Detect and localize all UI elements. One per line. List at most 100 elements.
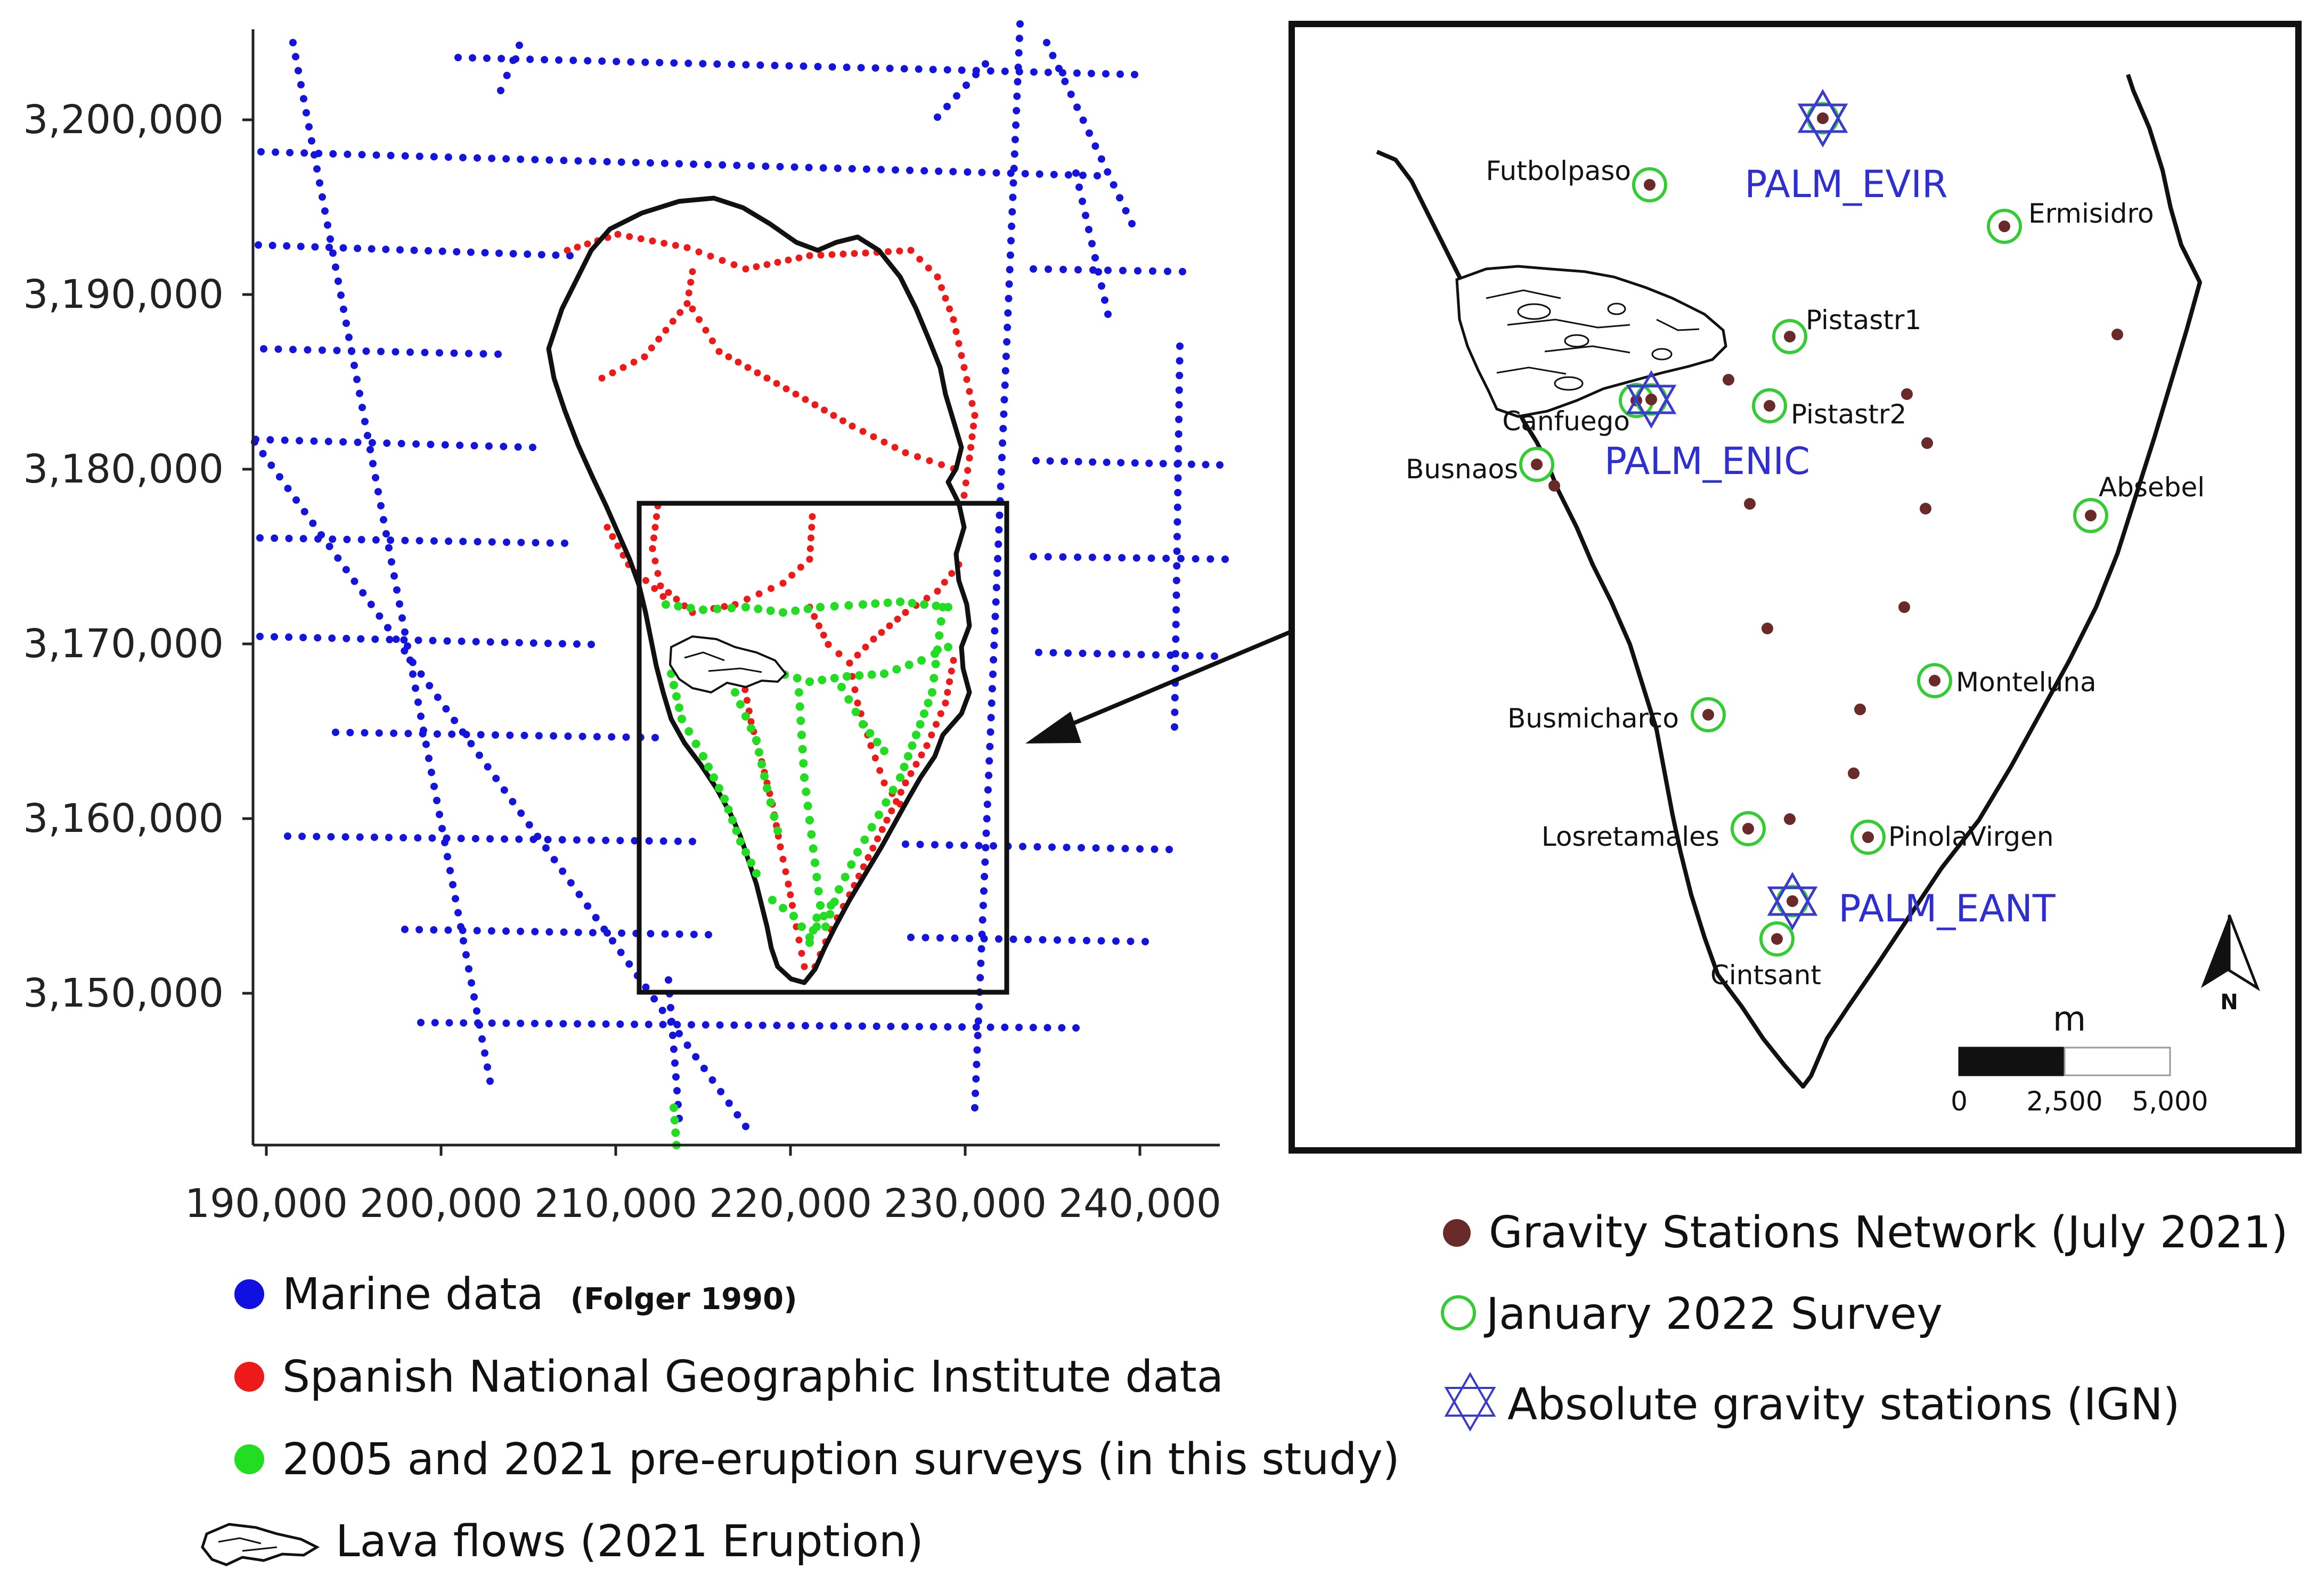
track-dot	[297, 81, 305, 89]
track-dot	[645, 837, 653, 845]
track-dot	[1049, 52, 1057, 60]
track-dot	[945, 841, 953, 849]
january-survey-sites	[1519, 167, 2108, 957]
track-dot	[960, 364, 968, 371]
track-dot	[933, 645, 942, 654]
track-dot	[788, 571, 796, 579]
track-dot	[716, 1021, 724, 1029]
track-dot	[719, 257, 726, 264]
track-dot	[358, 151, 366, 159]
track-dot	[353, 375, 361, 383]
track-dot	[872, 738, 882, 747]
track-dot	[465, 349, 472, 357]
track-dot	[542, 844, 550, 852]
track-dot	[574, 928, 582, 936]
track-dot	[1172, 577, 1180, 584]
track-dot	[1079, 649, 1087, 657]
track-dot	[687, 279, 695, 286]
track-dot	[968, 433, 976, 440]
track-dot	[1032, 457, 1040, 464]
track-dot	[871, 64, 879, 72]
track-dot	[458, 638, 466, 645]
zoom-extent-box	[637, 501, 1009, 995]
x-tick-label: 210,000	[534, 1181, 697, 1227]
track-dot	[795, 702, 804, 711]
track-dot	[651, 524, 659, 531]
track-dot	[844, 695, 853, 704]
track-dot	[812, 922, 821, 931]
track-dot	[805, 816, 814, 824]
track-dot	[877, 166, 885, 174]
track-dot	[820, 632, 827, 639]
track-dot	[1116, 194, 1124, 202]
track-dot	[569, 56, 577, 64]
y-tick-label: 3,170,000	[23, 621, 224, 667]
track-dot	[960, 492, 968, 499]
track-dot	[1171, 650, 1179, 658]
track-dot	[479, 350, 487, 358]
track-dot	[1177, 554, 1185, 562]
track-dot	[1116, 70, 1124, 78]
track-dot	[1174, 460, 1182, 467]
track-dot	[514, 443, 522, 451]
track-dot	[812, 872, 821, 881]
legend-item-gravity-network: Gravity Stations Network (July 2021)	[1443, 1207, 2288, 1258]
track-dot	[985, 771, 993, 779]
track-dot	[988, 699, 996, 707]
track-dot	[256, 633, 264, 640]
track-dot	[665, 976, 672, 984]
y-axis-ticks	[242, 118, 253, 995]
track-dot	[754, 604, 763, 614]
track-dot	[1044, 68, 1052, 76]
track-dot	[974, 1032, 982, 1040]
track-dot	[995, 526, 1003, 534]
track-dot	[955, 340, 963, 347]
track-dot	[559, 867, 567, 875]
track-dot	[705, 931, 712, 938]
track-dot	[310, 437, 318, 445]
track-dot	[920, 167, 928, 175]
track-dot	[632, 159, 640, 167]
track-dot	[793, 674, 802, 683]
track-dot	[472, 638, 480, 645]
track-dot	[341, 833, 349, 841]
track-dot	[550, 856, 558, 864]
track-dot	[979, 902, 987, 910]
track-dot	[1175, 386, 1183, 394]
track-dot	[486, 835, 494, 843]
track-dot	[720, 795, 729, 803]
track-dot	[814, 887, 823, 896]
track-dot	[404, 730, 412, 738]
track-dot	[1088, 240, 1096, 248]
track-dot	[741, 712, 750, 721]
track-dot	[267, 461, 275, 469]
track-dot	[1145, 459, 1153, 467]
track-dot	[502, 927, 510, 935]
track-dot	[747, 859, 755, 867]
track-dot	[546, 539, 554, 547]
track-dot	[430, 782, 438, 790]
track-dot	[1147, 554, 1155, 562]
x-tick-label: 190,000	[185, 1181, 348, 1227]
track-dot	[763, 261, 771, 268]
track-dot	[683, 244, 691, 251]
track-dot	[659, 593, 667, 600]
track-dot	[325, 543, 333, 550]
track-dot	[972, 1023, 980, 1031]
track-dot	[1127, 937, 1135, 945]
track-dot	[1074, 266, 1082, 274]
track-dot	[851, 250, 858, 257]
track-dot	[552, 251, 560, 259]
track-dot	[500, 786, 508, 794]
track-dot	[309, 519, 317, 527]
track-dot	[438, 824, 446, 832]
track-dot	[609, 937, 616, 945]
track-dot	[684, 59, 692, 67]
track-dot	[329, 150, 337, 158]
track-dot	[558, 640, 566, 648]
track-dot	[545, 1020, 553, 1027]
track-dot	[990, 656, 998, 664]
track-dot	[1009, 935, 1017, 943]
track-dot	[641, 58, 649, 66]
track-dot	[328, 634, 336, 642]
